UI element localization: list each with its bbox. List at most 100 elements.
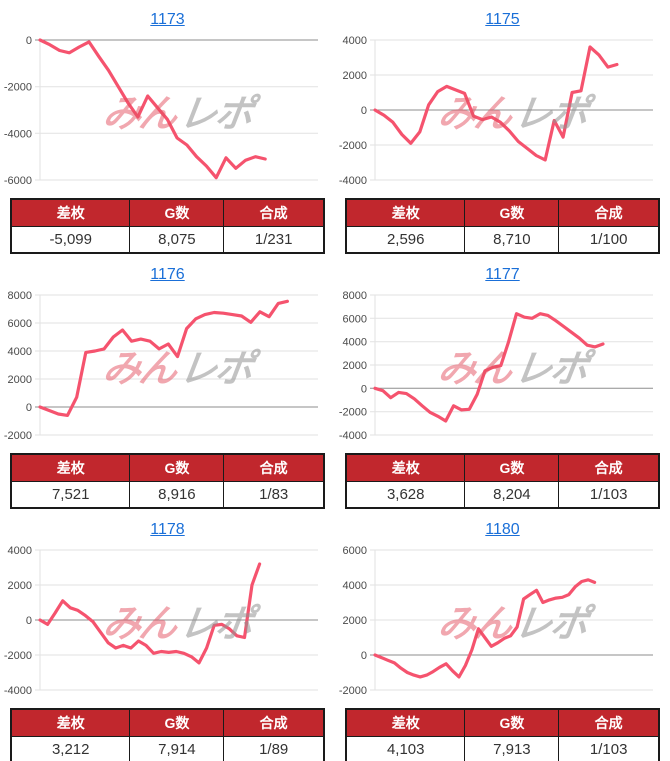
svg-text:-6000: -6000 <box>4 175 32 187</box>
svg-text:0: 0 <box>26 35 32 47</box>
slump-graph: 6000 4000 2000 0 -2000 <box>339 545 653 697</box>
stats-table-1177: 差枚 G数 合成 3,628 8,204 1/103 <box>345 453 660 509</box>
slump-chart-1180: 6000 4000 2000 0 -2000 みんレポ <box>335 542 670 700</box>
svg-text:6000: 6000 <box>8 318 32 330</box>
machine-title: 1180 <box>335 520 670 540</box>
stats-table-1176: 差枚 G数 合成 7,521 8,916 1/83 <box>10 453 325 509</box>
machine-title: 1175 <box>335 10 670 30</box>
games-value: 8,916 <box>129 481 225 509</box>
rate-header: 合成 <box>558 198 660 227</box>
slump-graph: 4000 2000 0 -2000 -4000 <box>339 35 653 187</box>
rate-value: 1/103 <box>558 481 660 509</box>
diff-header: 差枚 <box>10 198 131 227</box>
rate-header: 合成 <box>558 708 660 737</box>
svg-text:-2000: -2000 <box>4 650 32 662</box>
svg-text:0: 0 <box>26 615 32 627</box>
rate-value: 1/83 <box>223 481 325 509</box>
games-value: 7,913 <box>464 736 560 761</box>
diff-header: 差枚 <box>345 453 466 482</box>
slump-chart-1177: 8000 6000 4000 2000 0 -2000 -4000 みんレポ <box>335 287 670 445</box>
machine-title: 1176 <box>0 265 335 285</box>
svg-text:4000: 4000 <box>343 35 367 47</box>
slump-graph: 4000 2000 0 -2000 -4000 <box>4 545 318 697</box>
svg-text:-2000: -2000 <box>339 407 367 419</box>
svg-text:8000: 8000 <box>8 290 32 302</box>
diff-value: 7,521 <box>10 481 131 509</box>
slump-graph: 8000 6000 4000 2000 0 -2000 <box>4 290 318 442</box>
svg-text:6000: 6000 <box>343 313 367 325</box>
rate-header: 合成 <box>223 708 325 737</box>
machine-link-1175[interactable]: 1175 <box>485 11 520 28</box>
rate-header: 合成 <box>223 453 325 482</box>
rate-value: 1/100 <box>558 226 660 254</box>
machine-panel-1176: 1176 8000 6000 4000 2000 0 -2000 みんレポ 差枚 G数 合… <box>0 255 335 510</box>
svg-text:2000: 2000 <box>343 360 367 372</box>
games-header: G数 <box>129 453 225 482</box>
slump-chart-1176: 8000 6000 4000 2000 0 -2000 みんレポ <box>0 287 335 445</box>
diff-header: 差枚 <box>10 708 131 737</box>
machine-panel-1175: 1175 4000 2000 0 -2000 -4000 みんレポ 差枚 G数 合成 2… <box>335 0 670 255</box>
games-value: 8,204 <box>464 481 560 509</box>
machine-panel-1178: 1178 4000 2000 0 -2000 -4000 みんレポ 差枚 G数 合成 3… <box>0 510 335 761</box>
machine-link-1177[interactable]: 1177 <box>485 266 520 283</box>
diff-value: 3,212 <box>10 736 131 761</box>
games-header: G数 <box>129 708 225 737</box>
games-value: 8,710 <box>464 226 560 254</box>
svg-text:0: 0 <box>361 650 367 662</box>
svg-text:2000: 2000 <box>8 580 32 592</box>
machine-title: 1177 <box>335 265 670 285</box>
rate-header: 合成 <box>558 453 660 482</box>
svg-text:2000: 2000 <box>343 70 367 82</box>
machine-panel-1177: 1177 8000 6000 4000 2000 0 -2000 -4000 みんレポ 差枚… <box>335 255 670 510</box>
machine-panel-1180: 1180 6000 4000 2000 0 -2000 みんレポ 差枚 G数 合成 4,… <box>335 510 670 761</box>
stats-table-1178: 差枚 G数 合成 3,212 7,914 1/89 <box>10 708 325 761</box>
diff-header: 差枚 <box>10 453 131 482</box>
games-header: G数 <box>464 453 560 482</box>
svg-text:-4000: -4000 <box>339 430 367 442</box>
svg-text:-2000: -2000 <box>4 430 32 442</box>
stats-table-1175: 差枚 G数 合成 2,596 8,710 1/100 <box>345 198 660 254</box>
machine-link-1180[interactable]: 1180 <box>485 521 520 538</box>
svg-text:0: 0 <box>361 383 367 395</box>
games-value: 8,075 <box>129 226 225 254</box>
svg-text:4000: 4000 <box>343 337 367 349</box>
rate-header: 合成 <box>223 198 325 227</box>
slump-chart-1175: 4000 2000 0 -2000 -4000 みんレポ <box>335 32 670 190</box>
machine-link-1178[interactable]: 1178 <box>150 521 185 538</box>
slump-chart-1173: 0 -2000 -4000 -6000 みんレポ <box>0 32 335 190</box>
svg-text:-2000: -2000 <box>339 685 367 697</box>
svg-text:4000: 4000 <box>343 580 367 592</box>
svg-text:6000: 6000 <box>343 545 367 557</box>
machine-title: 1173 <box>0 10 335 30</box>
rate-value: 1/89 <box>223 736 325 761</box>
rate-value: 1/231 <box>223 226 325 254</box>
stats-table-1173: 差枚 G数 合成 -5,099 8,075 1/231 <box>10 198 325 254</box>
svg-text:8000: 8000 <box>343 290 367 302</box>
svg-text:-2000: -2000 <box>339 140 367 152</box>
rate-value: 1/103 <box>558 736 660 761</box>
svg-text:-4000: -4000 <box>4 685 32 697</box>
diff-header: 差枚 <box>345 198 466 227</box>
slump-graph: 8000 6000 4000 2000 0 -2000 -4000 <box>339 290 653 442</box>
svg-text:0: 0 <box>361 105 367 117</box>
machine-link-1176[interactable]: 1176 <box>150 266 185 283</box>
games-header: G数 <box>129 198 225 227</box>
svg-text:-4000: -4000 <box>4 128 32 140</box>
games-header: G数 <box>464 708 560 737</box>
diff-value: 2,596 <box>345 226 466 254</box>
svg-text:0: 0 <box>26 402 32 414</box>
games-value: 7,914 <box>129 736 225 761</box>
slump-chart-1178: 4000 2000 0 -2000 -4000 みんレポ <box>0 542 335 700</box>
svg-text:-4000: -4000 <box>339 175 367 187</box>
svg-text:4000: 4000 <box>8 346 32 358</box>
svg-text:2000: 2000 <box>343 615 367 627</box>
svg-text:-2000: -2000 <box>4 82 32 94</box>
machine-link-1173[interactable]: 1173 <box>150 11 185 28</box>
svg-text:4000: 4000 <box>8 545 32 557</box>
slump-graph: 0 -2000 -4000 -6000 <box>4 35 318 187</box>
machine-panel-1173: 1173 0 -2000 -4000 -6000 みんレポ 差枚 G数 合成 -5,0… <box>0 0 335 255</box>
svg-text:2000: 2000 <box>8 374 32 386</box>
diff-value: 3,628 <box>345 481 466 509</box>
games-header: G数 <box>464 198 560 227</box>
